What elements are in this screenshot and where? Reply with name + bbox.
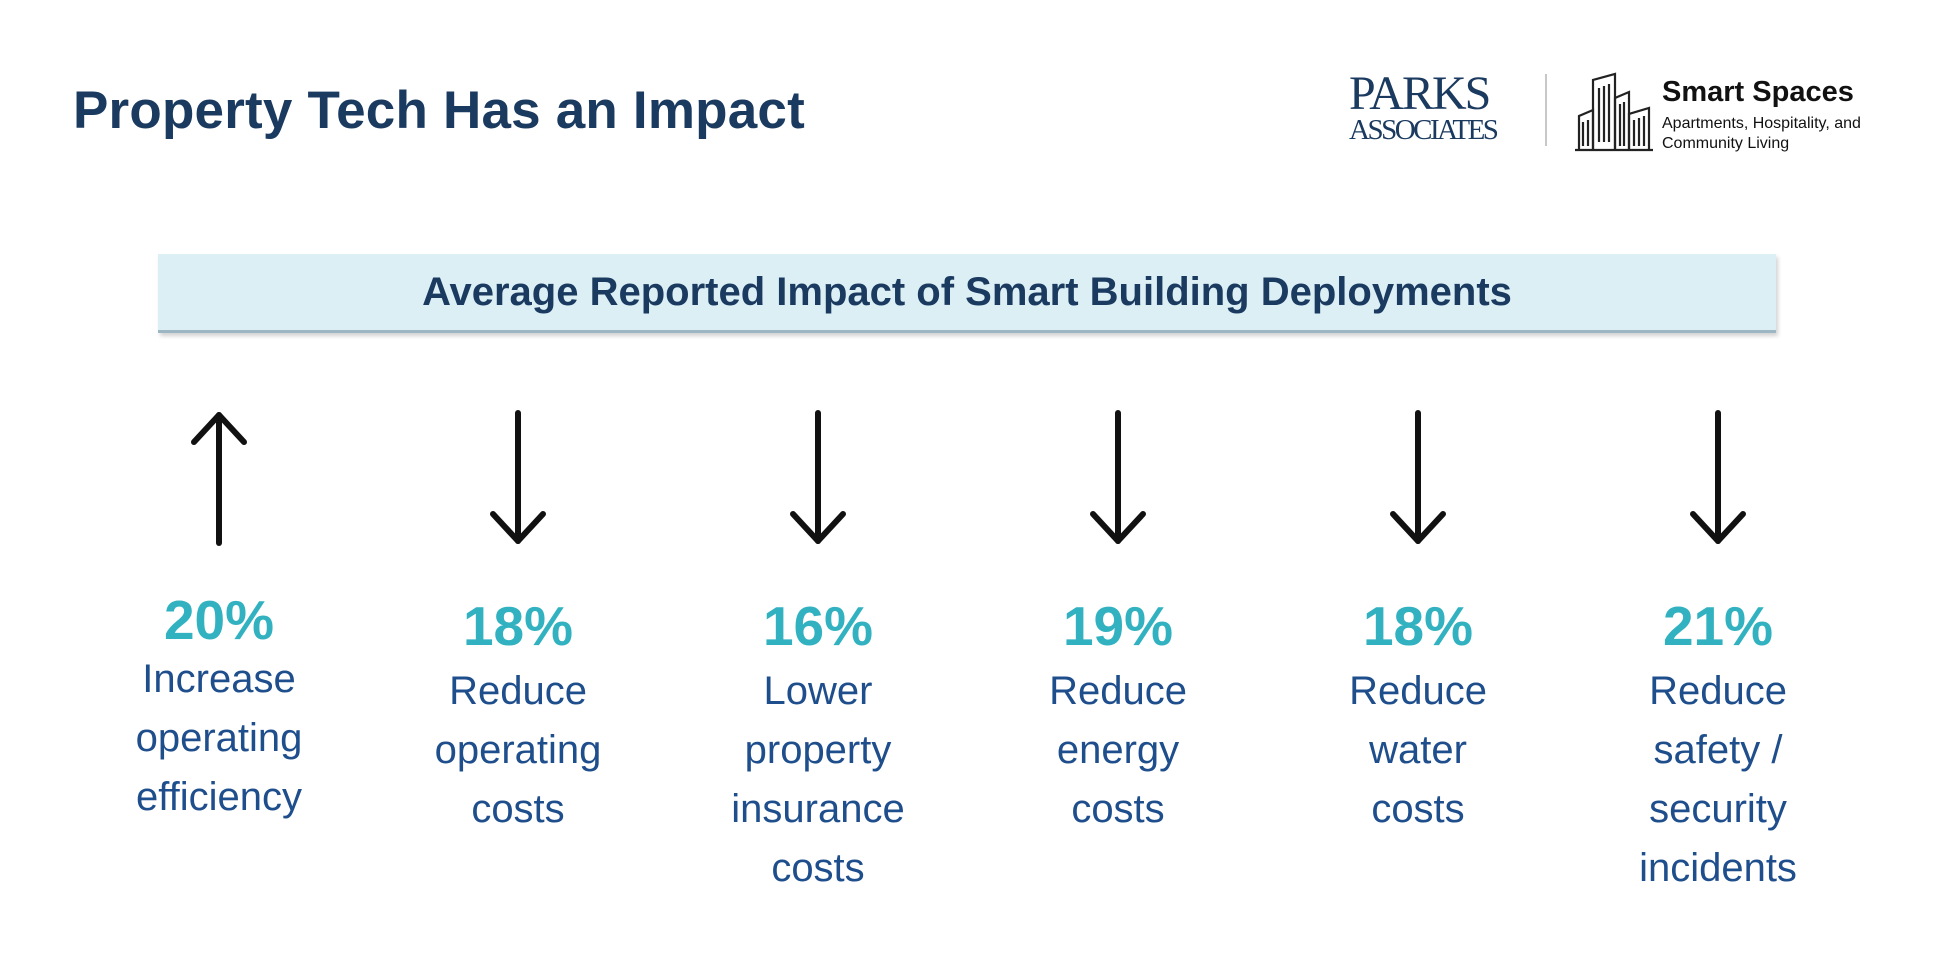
stat-label-line: safety / (1653, 727, 1783, 772)
stat-column-operating-efficiency: 20% Increase operating efficiency (79, 408, 359, 827)
stat-label-line: security (1649, 786, 1787, 831)
stat-label: Lower property insurance costs (678, 662, 958, 898)
stat-percent: 18% (462, 595, 574, 657)
smart-spaces-subtitle-line1: Apartments, Hospitality, and (1662, 115, 1861, 132)
stat-label-line: Reduce (1049, 668, 1187, 713)
stat-label-line: Reduce (1349, 668, 1487, 713)
smart-spaces-subtitle-line2: Community Living (1662, 135, 1790, 152)
logo-divider (1545, 74, 1547, 146)
stat-label-line: costs (471, 786, 565, 831)
parks-associates-logo: PARKS ASSOCIATES (1345, 67, 1525, 152)
stat-label-line: costs (1071, 786, 1165, 831)
logo-area: PARKS ASSOCIATES Smart Spaces Apartments… (1345, 66, 1905, 158)
stat-percent: 21% (1662, 595, 1774, 657)
stat-label: Reduce safety / security incidents (1578, 662, 1858, 898)
arrow-down-icon (1390, 410, 1446, 544)
arrow-container (978, 408, 1258, 548)
arrow-up-icon (191, 412, 247, 546)
parks-logo-line1: PARKS (1349, 67, 1491, 120)
arrow-container (678, 408, 958, 548)
smart-spaces-subtitle: Apartments, Hospitality, and Community L… (1662, 114, 1861, 154)
arrow-container (378, 408, 658, 548)
stat-label-line: Lower (763, 668, 873, 713)
stat-label-line: Reduce (1649, 668, 1787, 713)
stat-label-line: property (744, 727, 892, 772)
arrow-container (1278, 408, 1558, 548)
stat-percent: 20% (163, 589, 275, 651)
stat-percent: 19% (1062, 595, 1174, 657)
parks-logo-line2: ASSOCIATES (1349, 114, 1499, 146)
stat-label-line: operating (135, 715, 303, 760)
stat-column-energy-costs: 19% Reduce energy costs (978, 408, 1258, 839)
smart-spaces-title: Smart Spaces (1662, 76, 1854, 108)
arrow-container (79, 408, 359, 548)
stat-label-line: costs (1371, 786, 1465, 831)
smart-spaces-buildings-icon (1575, 72, 1653, 152)
arrow-down-icon (790, 410, 846, 544)
stat-percent: 18% (1362, 595, 1474, 657)
stat-label-line: operating (434, 727, 602, 772)
arrow-container (1578, 408, 1858, 548)
stat-label-line: costs (771, 845, 865, 890)
arrow-down-icon (1690, 410, 1746, 544)
stat-label: Reduce operating costs (378, 662, 658, 839)
stat-label-line: Reduce (449, 668, 587, 713)
stat-label: Reduce energy costs (978, 662, 1258, 839)
stat-label-line: water (1369, 727, 1467, 772)
stat-column-insurance-costs: 16% Lower property insurance costs (678, 408, 958, 898)
stat-label-line: efficiency (135, 774, 302, 819)
section-banner: Average Reported Impact of Smart Buildin… (158, 254, 1776, 333)
stat-percent: 16% (762, 595, 874, 657)
stat-label: Reduce water costs (1278, 662, 1558, 839)
banner-title: Average Reported Impact of Smart Buildin… (422, 269, 1512, 314)
arrow-down-icon (1090, 410, 1146, 544)
stat-column-operating-costs: 18% Reduce operating costs (378, 408, 658, 839)
stat-label: Increase operating efficiency (79, 650, 359, 827)
stat-label-line: Increase (142, 656, 296, 701)
stat-label-line: energy (1056, 727, 1180, 772)
stat-column-water-costs: 18% Reduce water costs (1278, 408, 1558, 839)
page-title: Property Tech Has an Impact (73, 81, 805, 140)
stat-label-line: insurance (731, 786, 905, 831)
stat-column-security-incidents: 21% Reduce safety / security incidents (1578, 408, 1858, 898)
stat-label-line: incidents (1639, 845, 1797, 890)
arrow-down-icon (490, 410, 546, 544)
